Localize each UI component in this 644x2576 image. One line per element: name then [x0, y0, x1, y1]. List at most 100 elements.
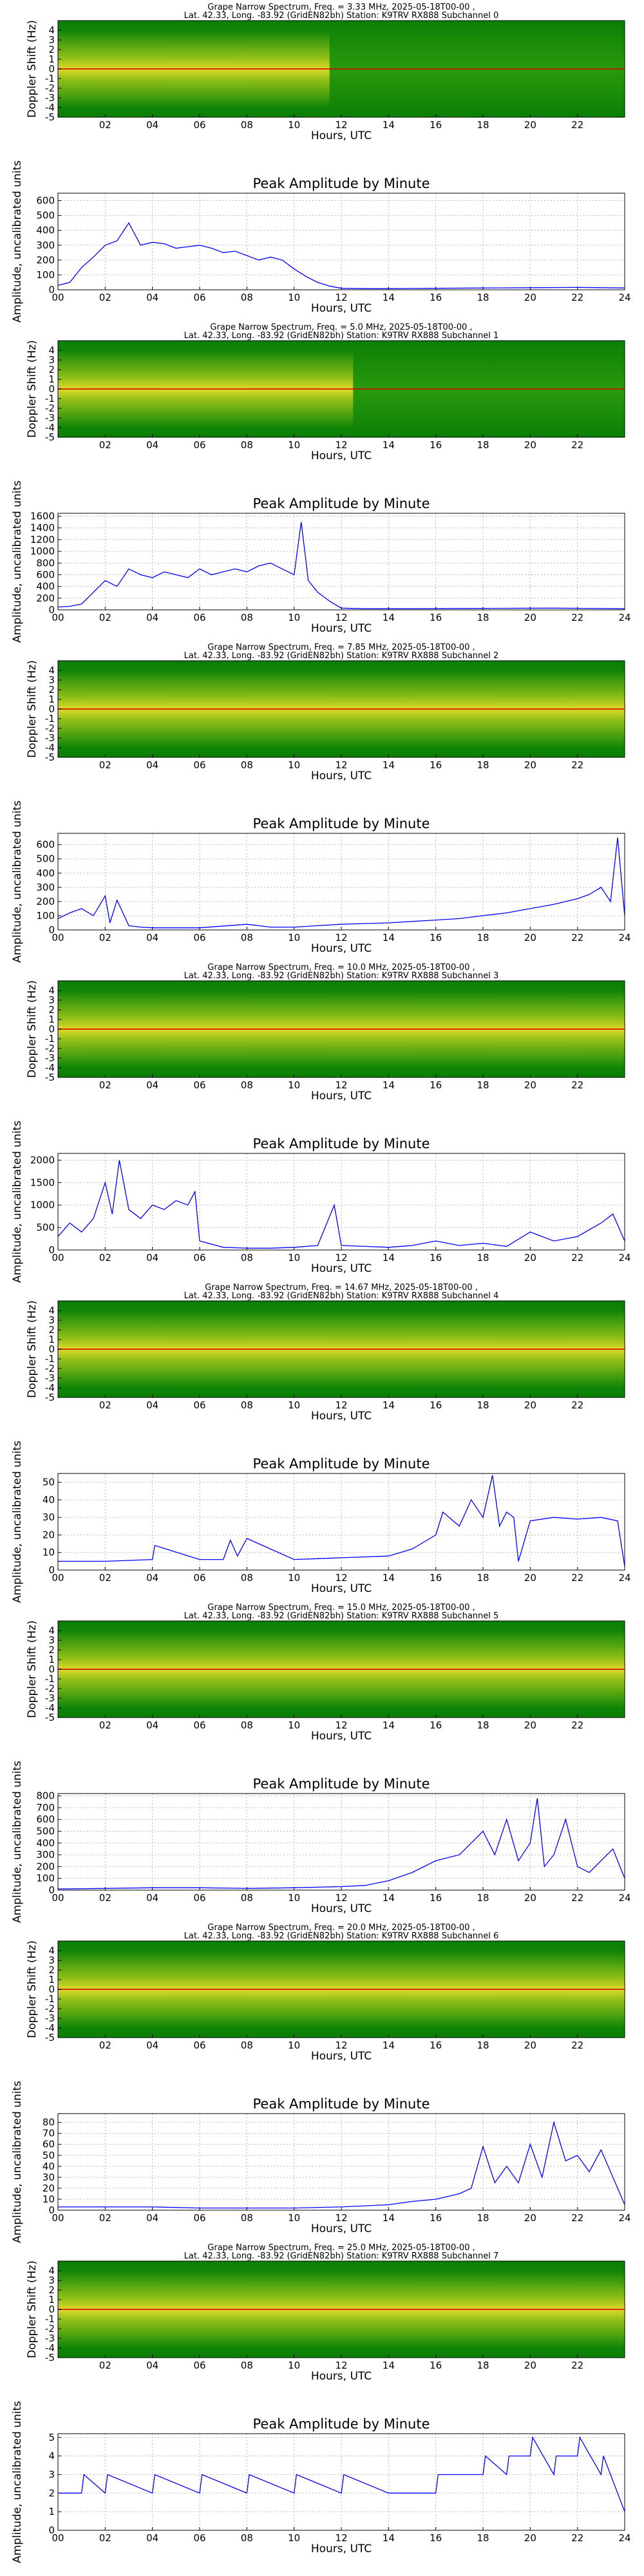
x-tick-label: 16 [430, 2360, 442, 2371]
y-tick-label: 100 [36, 269, 55, 281]
y-tick-label: -3 [45, 2333, 55, 2344]
x-tick-label: 10 [288, 119, 300, 131]
x-tick-label: 08 [241, 1572, 253, 1584]
amplitude-title: Peak Amplitude by Minute [253, 1456, 430, 1472]
x-tick-label: 06 [193, 2212, 205, 2224]
x-tick-label: 12 [335, 119, 347, 131]
x-tick-label: 02 [99, 932, 111, 943]
x-tick-label: 08 [241, 2360, 253, 2371]
y-axis-label: Amplitude, uncalibrated units [11, 1761, 24, 1923]
x-tick-label: 04 [146, 759, 158, 771]
x-axis-label: Hours, UTC [311, 2050, 372, 2063]
x-tick-label: 10 [288, 2212, 300, 2224]
y-tick-label: 4 [48, 1945, 55, 1956]
y-tick-label: 2 [48, 1324, 55, 1336]
x-axis-label: Hours, UTC [311, 2370, 372, 2383]
amplitude-title: Peak Amplitude by Minute [253, 496, 430, 511]
y-axis-label: Doppler Shift (Hz) [26, 1620, 39, 1718]
x-tick-label: 18 [477, 1252, 489, 1264]
x-tick-label: 02 [99, 1252, 111, 1264]
x-tick-label: 20 [524, 612, 536, 623]
y-tick-label: 4 [48, 665, 55, 676]
x-tick-label: 10 [288, 1252, 300, 1264]
y-tick-label: 200 [36, 592, 55, 604]
y-tick-label: 2 [48, 1004, 55, 1016]
x-tick-label: 02 [99, 1719, 111, 1731]
y-tick-label: 2 [48, 1644, 55, 1656]
y-tick-label: 50 [43, 2150, 55, 2161]
y-tick-label: 0 [48, 703, 55, 715]
y-tick-label: 3 [48, 354, 55, 366]
x-tick-label: 02 [99, 2360, 111, 2371]
x-tick-label: 12 [335, 2360, 347, 2371]
y-tick-label: 40 [43, 2161, 55, 2172]
y-tick-label: -4 [45, 742, 55, 753]
x-tick-label: 24 [618, 292, 630, 303]
x-tick-label: 22 [571, 2212, 583, 2224]
y-tick-label: -2 [45, 1363, 55, 1374]
x-tick-label: 12 [335, 1572, 347, 1584]
y-tick-label: -4 [45, 102, 55, 113]
x-tick-label: 22 [571, 1399, 583, 1411]
y-tick-label: -5 [45, 431, 55, 443]
amplitude-frame [57, 1793, 625, 1891]
x-tick-label: 14 [383, 759, 395, 771]
x-tick-label: 18 [477, 119, 489, 131]
y-axis-label: Amplitude, uncalibrated units [11, 480, 24, 643]
x-tick-label: 10 [288, 1079, 300, 1091]
y-tick-label: -4 [45, 2342, 55, 2354]
x-tick-label: 02 [99, 119, 111, 131]
x-axis-label: Hours, UTC [311, 1582, 372, 1595]
y-tick-label: 80 [43, 2117, 55, 2128]
y-tick-label: 500 [36, 1222, 55, 1233]
y-tick-label: 2 [48, 1964, 55, 1976]
amplitude-series-line [58, 2436, 625, 2512]
x-tick-label: 04 [146, 612, 158, 623]
y-tick-label: 500 [36, 210, 55, 222]
y-axis-label: Doppler Shift (Hz) [26, 20, 39, 118]
y-tick-label: -5 [45, 1712, 55, 1723]
amplitude-series-line [57, 837, 625, 929]
x-tick-label: 08 [241, 1719, 253, 1731]
x-tick-label: 16 [430, 1892, 442, 1904]
x-tick-label: 16 [430, 932, 442, 943]
x-tick-label: 12 [335, 1079, 347, 1091]
y-tick-label: 0 [48, 1343, 55, 1355]
spectrum-title-line2: Lat. 42.33, Long. -83.92 (GridEN82bh) St… [184, 971, 499, 981]
y-tick-label: -2 [45, 1043, 55, 1054]
amplitude-panel-3: Peak Amplitude by Minute0500100015002000… [11, 1121, 631, 1283]
y-axis-label: Doppler Shift (Hz) [26, 340, 39, 438]
y-tick-label: 3 [48, 1955, 55, 1966]
x-tick-label: 04 [146, 1079, 158, 1091]
x-tick-label: 00 [52, 612, 64, 623]
x-tick-label: 14 [383, 119, 395, 131]
y-tick-label: -3 [45, 1692, 55, 1704]
x-tick-label: 24 [618, 1572, 630, 1584]
amplitude-frame [57, 513, 625, 611]
x-axis-label: Hours, UTC [311, 129, 372, 142]
x-tick-label: 06 [193, 1892, 205, 1904]
y-tick-label: -4 [45, 422, 55, 433]
y-tick-label: 4 [48, 985, 55, 996]
x-tick-label: 00 [52, 1252, 64, 1264]
x-tick-label: 04 [146, 119, 158, 131]
x-tick-label: 06 [193, 1572, 205, 1584]
y-tick-label: -1 [45, 393, 55, 404]
y-tick-label: 0 [48, 604, 55, 616]
y-tick-label: 10 [43, 2193, 55, 2205]
y-tick-label: -5 [45, 2352, 55, 2363]
amplitude-title: Peak Amplitude by Minute [253, 2416, 430, 2432]
x-tick-label: 22 [571, 292, 583, 303]
y-tick-label: 200 [36, 1861, 55, 1872]
x-tick-label: 02 [99, 759, 111, 771]
y-tick-label: -4 [45, 1382, 55, 1394]
y-tick-label: 2 [48, 44, 55, 55]
x-tick-label: 20 [524, 292, 536, 303]
x-tick-label: 16 [430, 292, 442, 303]
y-axis-label: Amplitude, uncalibrated units [11, 2081, 24, 2243]
y-tick-label: -1 [45, 1033, 55, 1045]
x-tick-label: 18 [477, 932, 489, 943]
x-axis-label: Hours, UTC [311, 2543, 372, 2555]
y-tick-label: 500 [36, 853, 55, 865]
y-tick-label: 0 [48, 1244, 55, 1256]
